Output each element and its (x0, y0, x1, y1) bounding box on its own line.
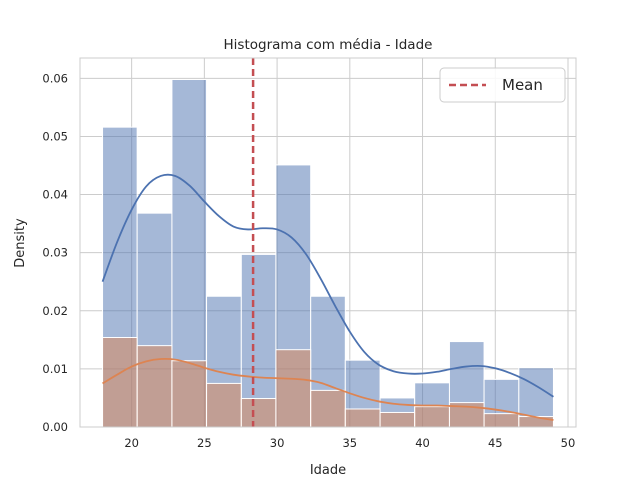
kde-curve (101, 173, 554, 398)
histogram-bar-series-2 (206, 382, 242, 428)
kde-curve-series-2 (102, 357, 554, 421)
plot-frame (79, 57, 577, 428)
histogram-bar-series-2 (310, 389, 346, 428)
histogram-bar-series-2 (240, 398, 277, 428)
histogram-bar-series-2 (344, 408, 381, 428)
chart-title: Histograma com média - Idade (224, 37, 433, 53)
histogram-bar-series-2 (379, 411, 416, 428)
x-tick-label: 25 (197, 436, 212, 450)
y-tick-label: 0.03 (42, 246, 68, 260)
x-tick-label: 35 (342, 436, 357, 450)
plot-area (79, 57, 577, 428)
histogram-bar-series-2 (518, 416, 554, 428)
x-tick-label: 20 (124, 436, 139, 450)
histogram-bar-series-2 (102, 337, 138, 428)
legend: Mean (439, 67, 566, 103)
y-tick-label: 0.04 (42, 188, 68, 202)
histogram-bars (102, 79, 554, 428)
y-tick-label: 0.01 (42, 362, 68, 376)
kde-curves (101, 173, 554, 421)
x-axis-ticks: 20 25 30 35 40 45 50 (124, 436, 575, 450)
y-axis-ticks: 0.00 0.01 0.02 0.03 0.04 0.05 0.06 (42, 71, 68, 434)
x-tick-label: 40 (415, 436, 430, 450)
legend-box (439, 67, 566, 103)
y-tick-label: 0.02 (42, 304, 68, 318)
x-axis-label: Idade (310, 463, 346, 478)
histogram-bar-series-2 (136, 345, 173, 428)
x-tick-label: 30 (270, 436, 285, 450)
x-tick-label: 45 (488, 436, 503, 450)
histogram-bar-series-2 (171, 360, 208, 428)
histogram-bar-series-2 (483, 413, 520, 428)
y-axis-label: Density (13, 218, 28, 268)
legend-mean-label: Mean (502, 76, 543, 94)
histogram-bar-series-2 (414, 406, 450, 428)
histogram-bar-series-2 (275, 349, 312, 428)
y-tick-label: 0.00 (42, 420, 68, 434)
x-tick-label: 50 (561, 436, 576, 450)
y-tick-label: 0.06 (42, 71, 68, 85)
y-tick-label: 0.05 (42, 129, 68, 143)
